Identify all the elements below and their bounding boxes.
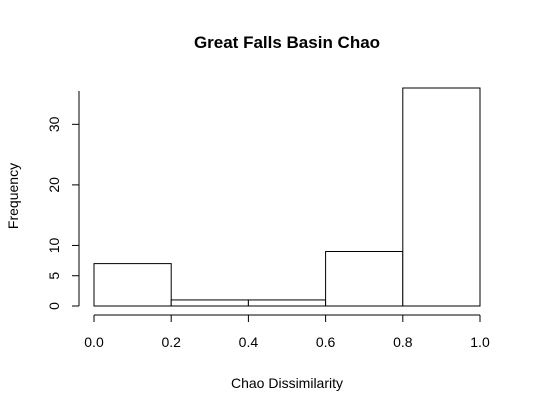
y-tick-label: 30 <box>46 116 62 132</box>
x-axis: 0.0 0.2 0.4 0.6 0.8 1.0 <box>84 314 490 350</box>
x-tick-label: 0.6 <box>316 334 336 350</box>
x-tick-label: 0.8 <box>393 334 413 350</box>
histogram-bar-1 <box>170 299 249 307</box>
y-tick-label: 20 <box>46 177 62 193</box>
x-tick-label: 1.0 <box>470 334 490 350</box>
y-tick-label: 10 <box>46 237 62 253</box>
histogram-bar-2 <box>247 299 327 307</box>
histogram-bar-3 <box>325 251 404 307</box>
x-axis-label: Chao Dissimilarity <box>231 375 343 391</box>
histogram-bar-4 <box>402 87 481 307</box>
y-axis-label: Frequency <box>5 163 21 229</box>
y-tick-label: 0 <box>46 302 62 310</box>
y-axis: 0 5 10 20 30 <box>46 91 80 310</box>
chart-title: Great Falls Basin Chao <box>194 33 380 52</box>
y-tick-label: 5 <box>46 272 62 280</box>
x-tick-label: 0.0 <box>84 334 104 350</box>
x-tick-label: 0.2 <box>161 334 181 350</box>
histogram-bar-0 <box>93 263 172 307</box>
x-tick-label: 0.4 <box>239 334 259 350</box>
histogram-bars <box>93 87 481 307</box>
